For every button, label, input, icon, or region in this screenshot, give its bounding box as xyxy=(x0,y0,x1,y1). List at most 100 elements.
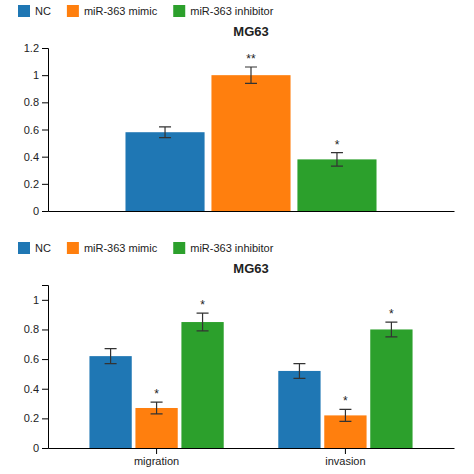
legend-swatch xyxy=(67,242,79,254)
tick-label: 1.2 xyxy=(24,42,39,54)
error-bar xyxy=(159,127,171,138)
tick-label: 1 xyxy=(33,69,39,81)
legend-item: miR-363 inhibitor xyxy=(173,5,273,17)
tick: migration xyxy=(134,448,179,467)
series xyxy=(181,313,412,448)
tick-label: 0.2 xyxy=(24,412,39,424)
panel: NCmiR-363 mimicmiR-363 inhibitorMG63***0… xyxy=(18,5,455,217)
tick: 0.2 xyxy=(24,412,48,424)
bar xyxy=(370,329,412,448)
legend-label: miR-363 mimic xyxy=(84,242,158,254)
bar xyxy=(278,371,320,448)
tick-label: 0 xyxy=(33,205,39,217)
legend-label: miR-363 inhibitor xyxy=(190,5,273,17)
tick: 0.2 xyxy=(24,178,48,190)
tick-mark xyxy=(42,211,48,212)
tick: 0 xyxy=(33,442,48,454)
legend-swatch xyxy=(67,5,79,17)
legend-label: miR-363 inhibitor xyxy=(190,242,273,254)
legend-label: NC xyxy=(35,5,51,17)
x-axis: migration invasion xyxy=(49,448,455,467)
series xyxy=(135,402,366,448)
tick: 1.2 xyxy=(24,42,48,54)
tick-mark xyxy=(42,448,48,449)
tick-mark xyxy=(42,389,48,390)
chart-root: NCmiR-363 mimicmiR-363 inhibitorMG63***0… xyxy=(0,0,474,474)
annotation: ** xyxy=(246,52,256,66)
series xyxy=(211,67,290,211)
legend: NC miR-363 mimic miR-363 inhibitor xyxy=(18,242,274,254)
error-bar xyxy=(293,364,305,379)
tick-label: migration xyxy=(134,455,179,467)
error-bar xyxy=(197,313,209,331)
tick-mark xyxy=(42,184,48,185)
chart-title: MG63 xyxy=(233,261,268,276)
axis-line xyxy=(42,49,49,212)
tick: 0.6 xyxy=(24,124,48,136)
error-bar xyxy=(151,402,163,414)
axis-line xyxy=(49,211,455,212)
error-bar xyxy=(339,409,351,421)
error-bar xyxy=(385,322,397,337)
tick-label: 0.4 xyxy=(24,383,39,395)
axis-line xyxy=(42,286,49,449)
plot-area xyxy=(125,67,376,211)
annotation: * xyxy=(154,387,159,401)
tick-label: 0.6 xyxy=(24,353,39,365)
tick: 0 xyxy=(33,205,48,217)
y-axis: 0 0.2 0.4 0.6 0.8 1 1.2 xyxy=(24,42,49,217)
tick-mark xyxy=(42,359,48,360)
legend-item: NC xyxy=(18,242,51,254)
tick: invasion xyxy=(325,448,365,467)
tick: 0.4 xyxy=(24,151,48,163)
chart-title: MG63 xyxy=(233,24,268,39)
legend-swatch xyxy=(173,242,185,254)
bar xyxy=(297,159,376,211)
tick-mark xyxy=(42,300,48,301)
error-bar xyxy=(245,67,257,83)
tick-mark xyxy=(42,157,48,158)
tick-mark xyxy=(42,130,48,131)
legend-swatch xyxy=(173,5,185,17)
bar xyxy=(181,322,223,448)
axis-line xyxy=(49,448,455,449)
bar xyxy=(125,132,204,211)
legend-item: miR-363 mimic xyxy=(67,5,158,17)
tick: 0.8 xyxy=(24,96,48,108)
error-bar xyxy=(331,153,343,167)
tick: 0.8 xyxy=(24,323,48,335)
annotations: **** xyxy=(154,298,394,408)
tick-label: 0 xyxy=(33,442,39,454)
legend-swatch xyxy=(18,242,30,254)
tick: 0.4 xyxy=(24,383,48,395)
tick: 1 xyxy=(33,69,48,81)
legend-item: miR-363 mimic xyxy=(67,242,158,254)
legend-item: NC xyxy=(18,5,51,17)
tick-label: invasion xyxy=(325,455,365,467)
tick-mark xyxy=(42,418,48,419)
bar xyxy=(211,75,290,211)
panel: NCmiR-363 mimicmiR-363 inhibitorMG63****… xyxy=(18,242,455,467)
plot-area xyxy=(89,313,412,448)
bar xyxy=(89,356,131,448)
tick-mark xyxy=(42,102,48,103)
tick-mark xyxy=(42,75,48,76)
tick-mark xyxy=(42,48,48,49)
legend-item: miR-363 inhibitor xyxy=(173,242,273,254)
y-axis: 0 0.2 0.4 0.6 0.8 1 xyxy=(24,286,49,455)
annotation: * xyxy=(389,307,394,321)
tick-label: 0.8 xyxy=(24,96,39,108)
tick-mark xyxy=(42,329,48,330)
tick-label: 0.2 xyxy=(24,178,39,190)
series xyxy=(125,127,204,211)
legend: NC miR-363 mimic miR-363 inhibitor xyxy=(18,5,274,17)
series xyxy=(297,153,376,211)
annotation: * xyxy=(343,394,348,408)
tick-label: 1 xyxy=(33,294,39,306)
annotation: * xyxy=(335,138,340,152)
tick-label: 0.4 xyxy=(24,151,39,163)
tick-label: 0.8 xyxy=(24,323,39,335)
annotations: *** xyxy=(246,52,339,152)
legend-swatch xyxy=(18,5,30,17)
tick-mark xyxy=(345,448,346,454)
